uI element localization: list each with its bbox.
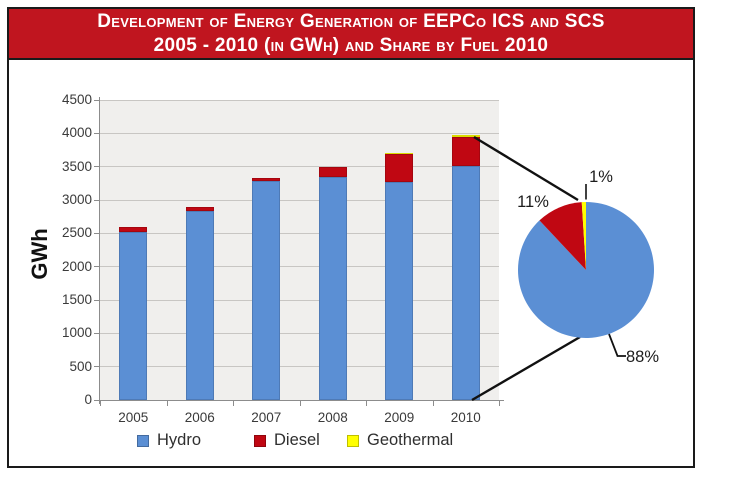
bar-2006-hydro (185, 211, 214, 400)
y-tick-label-4000: 4000 (61, 125, 92, 141)
bar-2007-hydro (252, 180, 281, 400)
y-axis-line (99, 97, 100, 404)
gridline-4500 (100, 99, 499, 101)
diesel-swatch-icon (254, 434, 266, 447)
bar-2008-hydro (318, 177, 347, 400)
y-tick-label-3500: 3500 (61, 158, 92, 174)
bar-2008-diesel (318, 166, 347, 178)
y-tick-label-1000: 1000 (61, 325, 92, 341)
bar-2007-diesel (252, 178, 281, 181)
gridline-1000 (100, 332, 499, 334)
legend-item-diesel: Diesel (254, 431, 320, 450)
legend-item-geothermal: Geothermal (347, 431, 453, 450)
x-label-2008: 2008 (317, 410, 348, 425)
y-tick-4000 (94, 132, 99, 134)
y-tick-4500 (94, 99, 99, 101)
bar-2010-geothermal (451, 134, 480, 138)
bar-2010-diesel (451, 137, 480, 166)
bar-2006-diesel (185, 207, 214, 212)
gridline-3000 (100, 199, 499, 201)
y-tick-label-4500: 4500 (61, 92, 92, 107)
bar-2010-hydro (451, 166, 480, 400)
bar-2005-hydro (119, 232, 148, 400)
bar-2005-diesel (119, 227, 148, 232)
x-label-2005: 2005 (118, 410, 149, 425)
gridline-2000 (100, 266, 499, 268)
x-tick-2 (233, 401, 234, 406)
y-tick-1000 (94, 332, 99, 334)
legend-label-geothermal: Geothermal (367, 431, 454, 449)
gridline-1500 (100, 299, 499, 301)
title-banner: Development of Energy Generation of EEPC… (7, 7, 695, 60)
x-tick-4 (366, 401, 367, 406)
title-line-2: 2005 - 2010 (in GWh) and Share by Fuel 2… (153, 34, 549, 56)
y-tick-3000 (94, 199, 99, 201)
x-tick-end (499, 401, 500, 406)
bar-2009-hydro (385, 182, 414, 400)
legend-item-hydro: Hydro (137, 431, 201, 450)
y-tick-2500 (94, 232, 99, 234)
title-line-1: Development of Energy Generation of EEPC… (97, 10, 605, 32)
legend-label-hydro: Hydro (157, 431, 202, 449)
geothermal-swatch-icon (347, 434, 359, 447)
y-tick-500 (94, 366, 99, 368)
y-tick-label-0: 0 (84, 392, 92, 407)
x-tick-5 (432, 401, 434, 406)
y-tick-label-1500: 1500 (61, 292, 92, 307)
x-tick-3 (299, 401, 301, 406)
x-tick-1 (166, 401, 168, 406)
gridline-2500 (100, 232, 499, 234)
gridline-4000 (100, 132, 499, 134)
bar-2009-geothermal (385, 152, 414, 155)
y-tick-label-500: 500 (69, 358, 92, 374)
bar-chart-plot-area (100, 100, 499, 400)
y-tick-1500 (94, 299, 99, 301)
x-label-2009: 2009 (384, 410, 415, 425)
x-axis-line (95, 400, 504, 401)
y-tick-3500 (94, 166, 99, 168)
y-tick-label-2000: 2000 (61, 258, 92, 274)
y-axis-title: GWh (27, 228, 52, 280)
gridline-3500 (100, 166, 499, 168)
hydro-swatch-icon (137, 434, 149, 447)
x-tick-0 (100, 401, 101, 406)
y-tick-label-3000: 3000 (61, 192, 92, 207)
legend-label-diesel: Diesel (274, 431, 320, 449)
y-tick-label-2500: 2500 (61, 225, 92, 241)
x-label-2006: 2006 (184, 410, 215, 425)
x-label-2010: 2010 (450, 410, 481, 425)
gridline-500 (100, 366, 499, 368)
bar-2009-diesel (385, 154, 414, 182)
x-label-2007: 2007 (251, 410, 282, 425)
y-tick-2000 (94, 266, 99, 268)
